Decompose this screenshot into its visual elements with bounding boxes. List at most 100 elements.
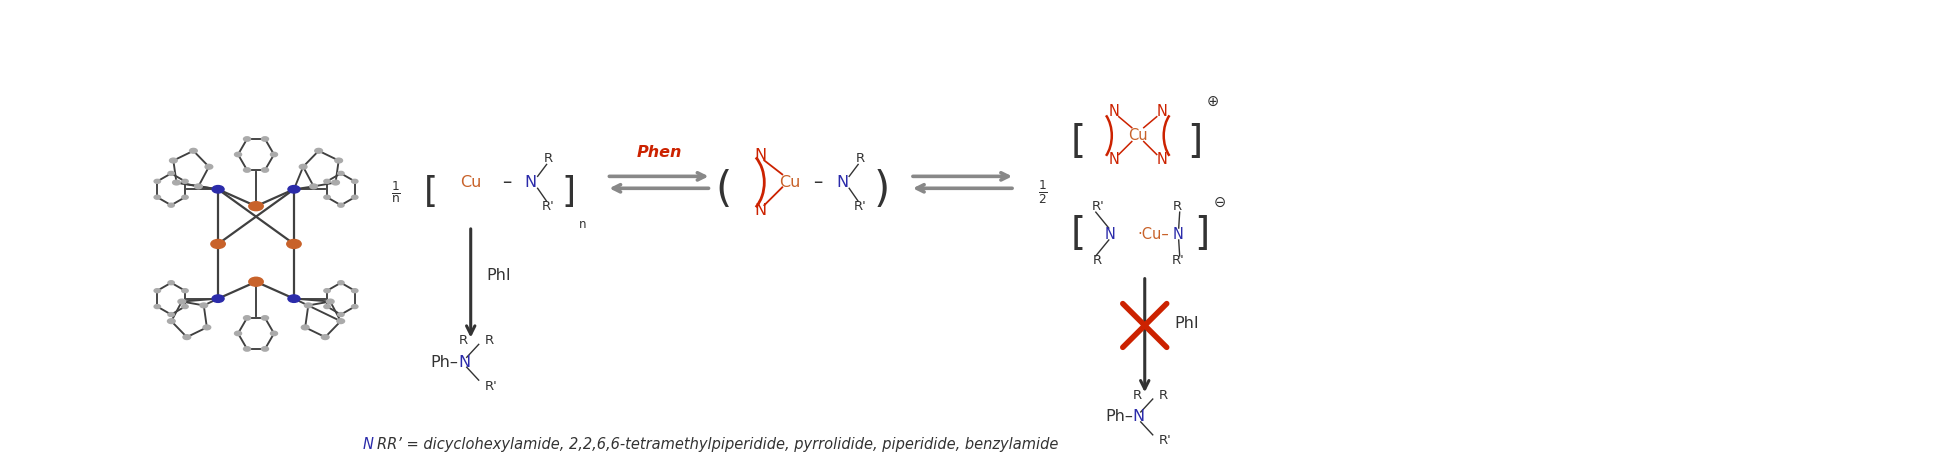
Text: N: N (754, 203, 766, 218)
Ellipse shape (315, 148, 323, 153)
Ellipse shape (195, 184, 203, 189)
Text: Cu: Cu (460, 175, 482, 190)
Text: N: N (1133, 410, 1145, 424)
Text: R: R (485, 334, 493, 347)
Ellipse shape (182, 289, 188, 292)
Text: R': R' (542, 200, 555, 213)
Ellipse shape (155, 195, 161, 199)
Ellipse shape (249, 202, 263, 210)
Ellipse shape (155, 179, 161, 183)
Ellipse shape (211, 239, 224, 248)
Ellipse shape (323, 179, 331, 183)
Ellipse shape (205, 164, 213, 169)
Text: ⊕: ⊕ (1207, 94, 1218, 109)
Text: ]: ] (1193, 215, 1209, 253)
Ellipse shape (249, 277, 263, 286)
Text: Ph–: Ph– (431, 355, 458, 370)
Ellipse shape (168, 203, 174, 207)
Text: R': R' (1172, 255, 1184, 267)
Text: N: N (458, 355, 470, 370)
Text: R': R' (1091, 200, 1104, 213)
Ellipse shape (338, 203, 344, 207)
Text: –: – (503, 173, 511, 192)
Ellipse shape (168, 312, 174, 317)
Ellipse shape (321, 335, 329, 339)
Ellipse shape (286, 239, 302, 248)
Text: PhI: PhI (487, 268, 511, 283)
Ellipse shape (184, 335, 191, 339)
Ellipse shape (261, 137, 269, 141)
Ellipse shape (244, 347, 251, 351)
Ellipse shape (182, 179, 188, 183)
Ellipse shape (234, 331, 242, 336)
Text: [: [ (1070, 123, 1085, 161)
Ellipse shape (155, 289, 161, 292)
Text: ): ) (874, 169, 890, 211)
Ellipse shape (244, 316, 251, 320)
Text: ·Cu–: ·Cu– (1137, 227, 1170, 242)
Text: N: N (524, 175, 538, 190)
Ellipse shape (213, 295, 224, 302)
Text: Phen: Phen (636, 145, 681, 160)
Text: R': R' (485, 380, 497, 392)
Text: R': R' (1158, 434, 1172, 447)
Text: ]: ] (561, 175, 576, 209)
Ellipse shape (337, 319, 344, 324)
Text: $\mathregular{\frac{1}{n}}$: $\mathregular{\frac{1}{n}}$ (391, 180, 400, 205)
Text: Cu: Cu (779, 175, 801, 190)
Text: N: N (1108, 152, 1120, 167)
Text: R: R (543, 152, 553, 165)
Text: R: R (855, 152, 864, 165)
Text: N: N (1157, 104, 1166, 119)
Text: R: R (1158, 389, 1168, 401)
Text: [: [ (1070, 215, 1085, 253)
Text: R: R (458, 334, 468, 347)
Text: N: N (1108, 104, 1120, 119)
Ellipse shape (302, 325, 309, 330)
Text: –: – (814, 173, 822, 192)
Ellipse shape (323, 305, 331, 309)
Ellipse shape (199, 303, 207, 308)
Ellipse shape (288, 295, 300, 302)
Text: PhI: PhI (1174, 316, 1199, 331)
Ellipse shape (309, 184, 317, 189)
Text: N: N (754, 148, 766, 163)
Ellipse shape (178, 299, 186, 304)
Text: ⊖: ⊖ (1213, 195, 1226, 210)
Ellipse shape (338, 172, 344, 175)
Ellipse shape (261, 168, 269, 172)
Text: N: N (1157, 152, 1166, 167)
Text: R: R (1093, 255, 1102, 267)
Ellipse shape (168, 281, 174, 285)
Ellipse shape (300, 164, 308, 169)
Text: R: R (1133, 389, 1143, 401)
Ellipse shape (244, 137, 251, 141)
Ellipse shape (304, 303, 311, 308)
Ellipse shape (182, 305, 188, 309)
Ellipse shape (261, 347, 269, 351)
Text: Cu: Cu (1128, 128, 1147, 143)
Text: RR’ = dicyclohexylamide, 2,2,6,6-tetramethylpiperidide, pyrrolidide, piperidide,: RR’ = dicyclohexylamide, 2,2,6,6-tetrame… (377, 438, 1058, 452)
Ellipse shape (168, 172, 174, 175)
Ellipse shape (182, 195, 188, 199)
Ellipse shape (203, 325, 211, 330)
Ellipse shape (261, 316, 269, 320)
Ellipse shape (155, 305, 161, 309)
Text: ]: ] (1187, 123, 1203, 161)
Ellipse shape (168, 319, 176, 324)
Ellipse shape (271, 331, 277, 336)
Ellipse shape (323, 195, 331, 199)
Text: (: ( (716, 169, 731, 211)
Text: n: n (578, 218, 586, 230)
Ellipse shape (352, 305, 358, 309)
Ellipse shape (190, 148, 197, 153)
Ellipse shape (338, 312, 344, 317)
Ellipse shape (338, 281, 344, 285)
Text: R': R' (853, 200, 866, 213)
Ellipse shape (333, 180, 338, 185)
Text: N: N (364, 438, 373, 452)
Ellipse shape (244, 168, 251, 172)
Text: N: N (1172, 227, 1184, 242)
Text: R: R (1174, 200, 1182, 213)
Ellipse shape (335, 158, 342, 163)
